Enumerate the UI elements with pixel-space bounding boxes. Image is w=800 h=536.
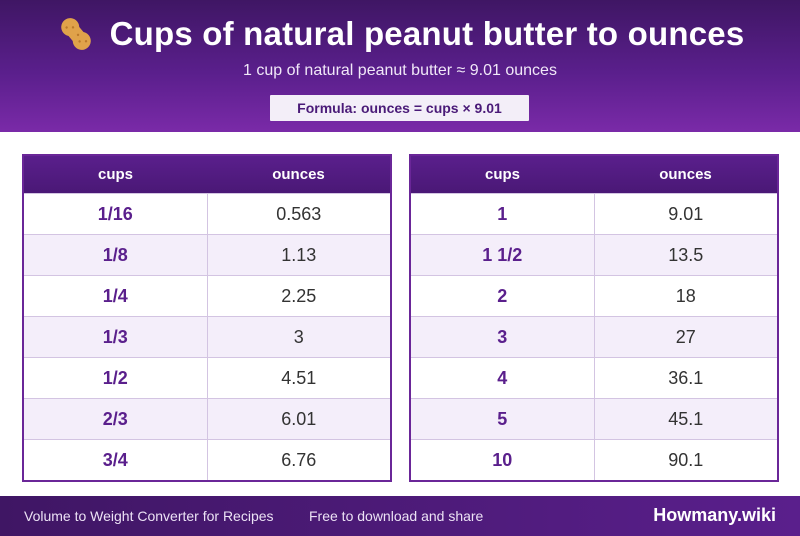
footer-tagline: Volume to Weight Converter for Recipes [24,508,274,524]
table-body: 1 9.01 1 1/2 13.5 2 18 3 27 4 36.1 5 45.1 10 90.1 [411,193,777,480]
table-row: 1 9.01 [411,193,777,234]
cups-cell: 2 [411,276,595,316]
title-text: Cups of natural peanut butter to ounces [109,15,745,52]
cups-cell: 1 1/2 [411,235,595,275]
header: Cups of natural peanut butter to ounces … [0,0,800,132]
ounces-cell: 9.01 [668,203,704,224]
ounces-cell: 27 [675,326,696,347]
column-header-ounces: ounces [659,166,712,183]
table-row: 2/3 6.01 [24,398,390,439]
ounces-cell: 13.5 [668,244,704,265]
table-row: 5 45.1 [411,398,777,439]
cups-cell: 1/4 [24,276,208,316]
cups-cell: 1/2 [24,358,208,398]
page-title: Cups of natural peanut butter to ounces [0,14,800,54]
ounces-cell: 6.01 [281,408,317,429]
ounces-cell: 45.1 [668,408,704,429]
cups-cell: 1 [411,194,595,234]
conversion-table-left: cups ounces 1/16 0.563 1/8 1.13 1/4 2.25 1/3 3 1… [22,154,392,482]
cups-cell: 1/3 [24,317,208,357]
cups-cell: 1/8 [24,235,208,275]
peanut-icon [56,14,96,54]
table-row: 1/8 1.13 [24,234,390,275]
ounces-cell: 3 [293,326,304,347]
ounces-cell: 0.563 [276,203,322,224]
table-header: cups ounces [411,156,777,193]
table-row: 1 1/2 13.5 [411,234,777,275]
table-row: 1/2 4.51 [24,357,390,398]
formula-box: Formula: ounces = cups × 9.01 [270,95,529,121]
table-row: 1/16 0.563 [24,193,390,234]
footer: Volume to Weight Converter for Recipes F… [0,496,800,536]
column-header-ounces: ounces [272,166,325,183]
cups-cell: 3/4 [24,440,208,480]
ounces-cell: 36.1 [668,367,704,388]
subtitle: 1 cup of natural peanut butter ≈ 9.01 ou… [243,62,557,79]
ounces-cell: 90.1 [668,449,704,470]
ounces-cell: 1.13 [281,244,317,265]
table-row: 1/3 3 [24,316,390,357]
table-row: 4 36.1 [411,357,777,398]
footer-share-note: Free to download and share [309,508,484,524]
ounces-cell: 4.51 [281,367,317,388]
cups-cell: 3 [411,317,595,357]
table-row: 10 90.1 [411,439,777,480]
cups-cell: 2/3 [24,399,208,439]
ounces-cell: 18 [675,285,696,306]
cups-cell: 4 [411,358,595,398]
cups-cell: 10 [411,440,595,480]
cups-cell: 5 [411,399,595,439]
table-row: 3/4 6.76 [24,439,390,480]
table-header: cups ounces [24,156,390,193]
table-row: 3 27 [411,316,777,357]
ounces-cell: 6.76 [281,449,317,470]
conversion-table-right: cups ounces 1 9.01 1 1/2 13.5 2 18 3 27 4 36.1 5 45… [409,154,779,482]
brand-logo[interactable]: Howmany.wiki [653,505,776,525]
table-body: 1/16 0.563 1/8 1.13 1/4 2.25 1/3 3 1/2 4.51 2/3 6.0… [24,193,390,480]
cups-cell: 1/16 [24,194,208,234]
table-row: 1/4 2.25 [24,275,390,316]
table-row: 2 18 [411,275,777,316]
column-header-cups: cups [484,166,520,183]
ounces-cell: 2.25 [281,285,317,306]
column-header-cups: cups [97,166,133,183]
